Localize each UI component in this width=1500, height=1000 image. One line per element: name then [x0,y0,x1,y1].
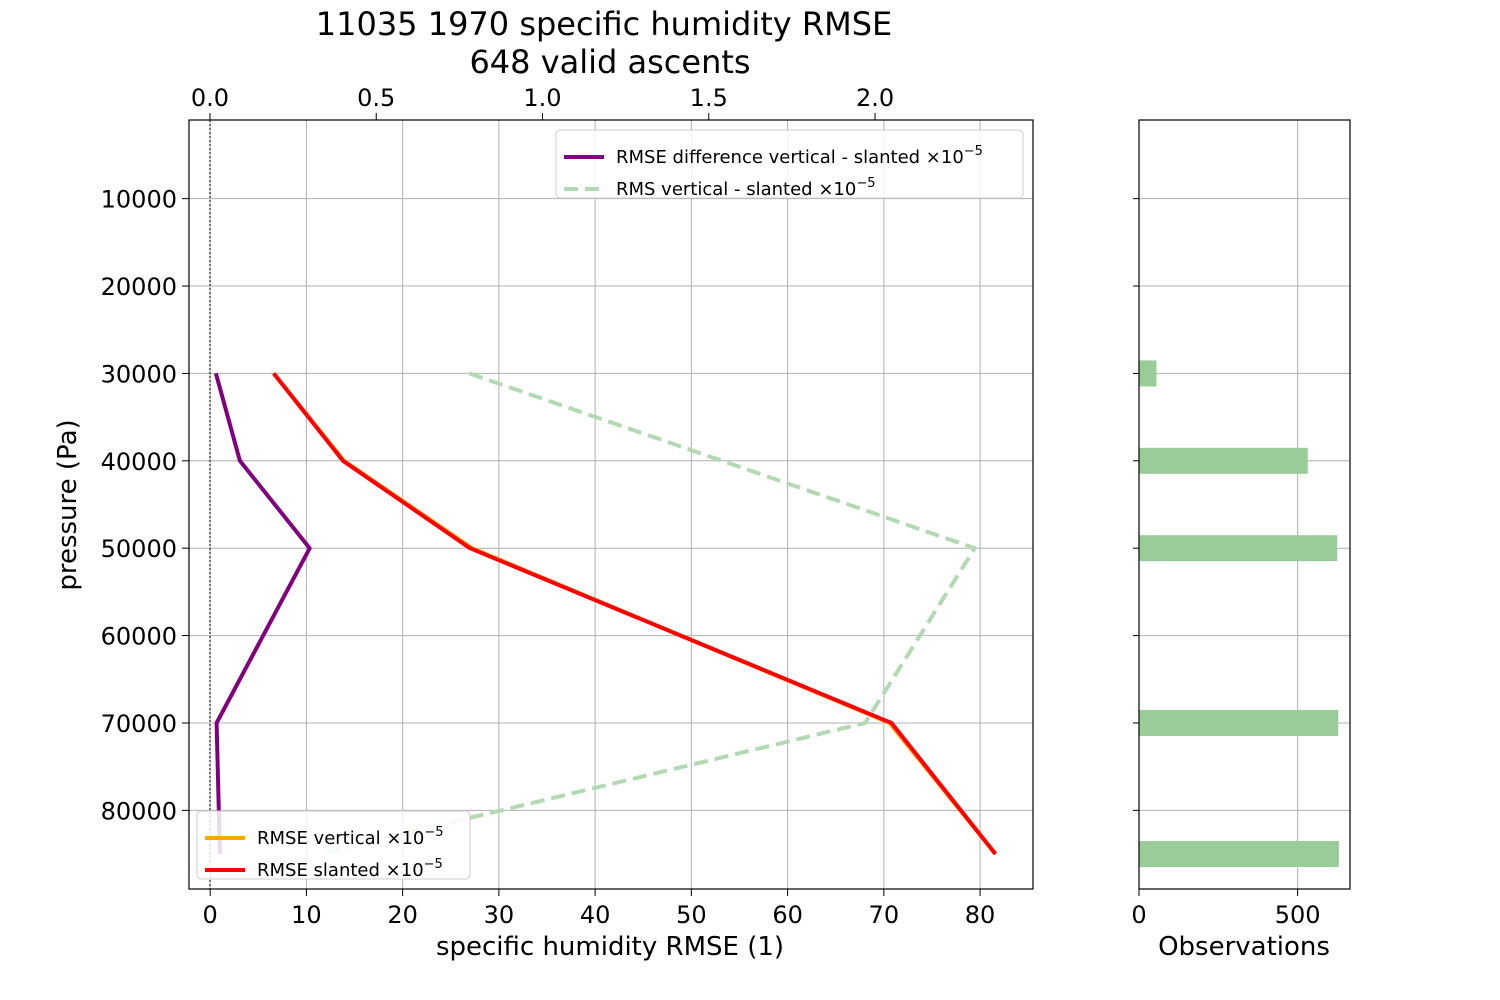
top-x-tick-label: 0.0 [191,84,229,112]
x-tick-label: 70 [869,901,900,929]
observation-bar [1139,841,1339,868]
y-tick-label: 80000 [101,797,177,825]
y-tick-label: 50000 [101,535,177,563]
bar-grid [1138,120,1350,889]
x-tick-label: 40 [580,901,611,929]
legend-label-diff: RMSE difference vertical - slanted ×10−5 [616,144,983,168]
observation-bar [1139,447,1308,474]
legend-lower-left: RMSE vertical ×10−5 RMSE slanted ×10−5 [196,810,471,881]
x-tick-label: 80 [965,901,996,929]
x-tick-label: 50 [676,901,707,929]
y-tick-label: 30000 [101,360,177,388]
top-x-tick-label: 1.0 [523,84,561,112]
main-grid [189,120,1033,889]
main-series [213,371,998,856]
bars [1139,360,1339,868]
chart-title: 11035 1970 specific humidity RMSE [316,5,893,43]
series-line-rms [319,371,977,856]
observation-bar [1139,360,1157,387]
top-x-tick-label: 2.0 [856,84,894,112]
x-tick-label: 20 [387,901,418,929]
series-line-slanted [272,372,998,856]
series-line-diff [213,372,312,855]
legend-label-slanted: RMSE slanted ×10−5 [257,857,443,881]
main-ticks: 0 10 20 30 40 50 60 70 80 0.0 0.5 1.0 1.5 2.0 10000 200… [101,84,996,929]
x-tick-label: 60 [772,901,803,929]
bar-ticks: 0 500 [1131,198,1321,929]
legend-frame [196,810,471,880]
x-tick-label: 30 [484,901,515,929]
legend-label-rms: RMS vertical - slanted ×10−5 [616,176,876,200]
top-x-tick-label: 0.5 [357,84,395,112]
top-x-tick-label: 1.5 [690,84,728,112]
series-line-vertical [272,372,998,856]
observation-bar [1139,535,1338,562]
legends: RMSE difference vertical - slanted ×10−5… [196,129,1024,881]
legend-label-vertical: RMSE vertical ×10−5 [257,825,444,849]
y-tick-label: 40000 [101,448,177,476]
y-tick-label: 20000 [101,273,177,301]
legend-upper-right: RMSE difference vertical - slanted ×10−5… [555,129,1024,200]
y-axis-label: pressure (Pa) [53,419,83,590]
bar-x-tick-label: 500 [1275,901,1321,929]
bar-x-tick-label: 0 [1131,901,1146,929]
x-tick-label: 0 [203,901,218,929]
y-tick-label: 70000 [101,710,177,738]
legend-frame [555,129,1024,199]
observation-bar [1139,709,1339,736]
main-plot-frame [188,119,1034,890]
y-tick-label: 60000 [101,623,177,651]
y-tick-label: 10000 [101,186,177,214]
bar-x-axis-label: Observations [1158,932,1330,962]
x-tick-label: 10 [291,901,322,929]
chart-subtitle: 648 valid ascents [469,43,750,81]
bar-plot-frame [1138,119,1351,890]
x-axis-label: specific humidity RMSE (1) [436,932,784,962]
